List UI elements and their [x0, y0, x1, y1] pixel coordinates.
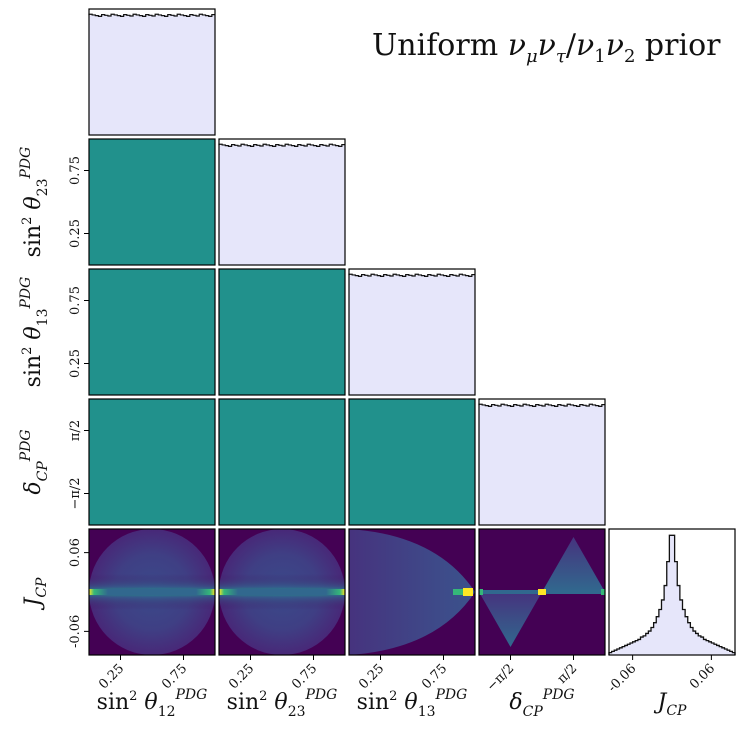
panel-frame: [88, 268, 216, 396]
panel-frame: [348, 398, 476, 526]
panel-frame: [218, 268, 346, 396]
hist-fill: [479, 405, 605, 525]
panel-jcp-vs-dcp: [478, 528, 606, 656]
hist-line: [348, 273, 475, 277]
density-band: [89, 589, 215, 595]
x-tick-label: 0.06: [687, 661, 718, 692]
hist-line: [478, 403, 605, 407]
hist-line: [218, 143, 345, 147]
density-uniform: [89, 399, 215, 525]
panel-dcp-vs-sin2_13: [348, 398, 476, 526]
panel-dcp-vs-sin2_12: [88, 398, 216, 526]
density-peak: [538, 589, 546, 595]
hist-fill: [609, 535, 735, 655]
y-tick-label: 0.25: [68, 349, 83, 378]
panel-frame: [218, 398, 346, 526]
density-upper-wedge: [542, 537, 605, 592]
panel-frame: [608, 528, 736, 656]
panel-sin2_23-vs-sin2_12: [88, 138, 216, 266]
y-tick-label: −π/2: [68, 477, 83, 509]
chart-title: Uniform νμντ/ν1ν2 prior: [372, 28, 721, 67]
density-uniform: [89, 269, 215, 395]
panel-sin2_13-vs-sin2_12: [88, 268, 216, 396]
y-label-sin2-23: sin2 θ23PDG: [18, 147, 51, 258]
panel-frame: [218, 138, 346, 266]
panel-jcp-vs-jcp: [608, 528, 736, 656]
panel-frame: [88, 398, 216, 526]
hist-line: [88, 13, 215, 17]
panel-sin2_13-vs-sin2_23: [218, 268, 346, 396]
panel-frame: [88, 138, 216, 266]
panel-frame: [88, 528, 216, 656]
density-edge: [479, 589, 483, 595]
y-label-jcp: JCP: [21, 577, 50, 611]
panel-frame: [218, 528, 346, 656]
density-band: [219, 589, 345, 595]
x-tick-label: 0.25: [226, 661, 257, 692]
panel-dcp-vs-sin2_23: [218, 398, 346, 526]
hist-fill: [219, 145, 345, 265]
panel-dcp-vs-dcp: [478, 398, 606, 526]
panel-frame: [88, 8, 216, 136]
y-label-sin2-13: sin2 θ13PDG: [18, 277, 51, 388]
x-label-jcp: JCP: [654, 690, 688, 719]
panel-frame: [478, 398, 606, 526]
density-uniform: [89, 139, 215, 265]
panel-jcp-vs-sin2_12: [88, 528, 216, 656]
panel-jcp-vs-sin2_23: [218, 528, 346, 656]
density-lower-wedge: [479, 592, 542, 647]
panels: [88, 8, 736, 656]
density-peak: [463, 588, 473, 596]
panel-sin2_13-vs-sin2_13: [348, 268, 476, 396]
density-peak-halo: [453, 589, 463, 595]
x-label-sin2-12: sin2 θ12PDG: [97, 687, 208, 720]
panel-frame: [478, 528, 606, 656]
density-lens: [349, 529, 475, 655]
panel-sin2_23-vs-sin2_23: [218, 138, 346, 266]
y-tick-label: 0.25: [68, 219, 83, 248]
x-tick-label: 0.25: [356, 661, 387, 692]
density-edge: [601, 589, 605, 595]
panel-jcp-vs-sin2_13: [348, 528, 476, 656]
panel-frame: [348, 528, 476, 656]
hist-fill: [89, 15, 215, 135]
hist-line: [608, 534, 736, 655]
y-tick-label: -0.06: [68, 615, 83, 648]
panel-sin2_12-vs-sin2_12: [88, 8, 216, 136]
x-tick-label: 0.25: [96, 661, 127, 692]
y-tick-label: 0.06: [68, 538, 83, 567]
y-label-dcp: δCPPDG: [18, 429, 51, 494]
density-uniform: [219, 269, 345, 395]
x-tick-label: π/2: [555, 661, 581, 687]
y-tick-label: 0.75: [68, 286, 83, 315]
x-label-sin2-23: sin2 θ23PDG: [227, 687, 338, 720]
density-uniform: [219, 399, 345, 525]
y-tick-label: 0.75: [68, 156, 83, 185]
x-label-sin2-13: sin2 θ13PDG: [357, 687, 468, 720]
panel-frame: [348, 268, 476, 396]
x-tick-label: -0.06: [605, 661, 639, 695]
hist-fill: [349, 275, 475, 395]
y-tick-label: π/2: [68, 420, 83, 441]
density-uniform: [349, 399, 475, 525]
x-label-dcp: δCPPDG: [509, 687, 574, 720]
